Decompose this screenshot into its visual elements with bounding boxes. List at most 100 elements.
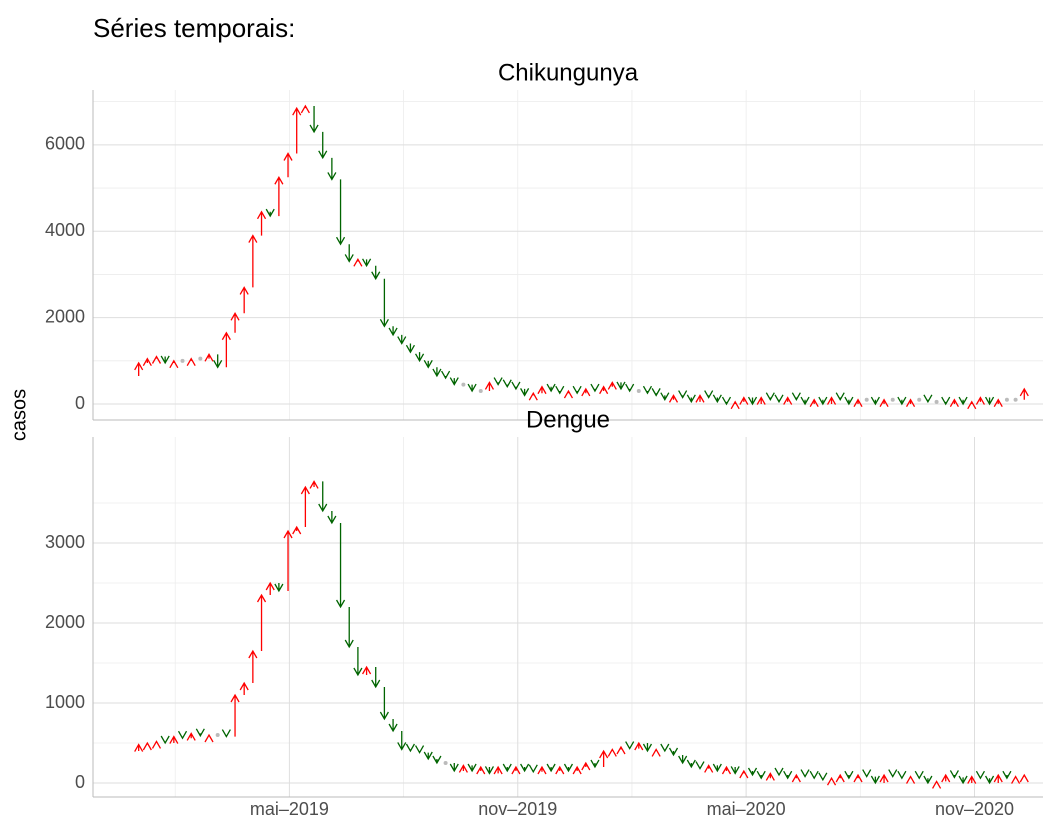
up-arrow <box>993 773 1003 783</box>
down-arrow <box>791 392 801 402</box>
x-tick-label: nov–2019 <box>478 799 557 819</box>
down-arrow <box>686 394 696 404</box>
down-arrow <box>616 381 626 391</box>
down-arrow <box>668 747 679 757</box>
up-arrow <box>204 353 214 362</box>
up-arrow <box>186 357 196 366</box>
down-arrow <box>309 105 319 134</box>
x-tick-label: mai–2020 <box>707 799 786 819</box>
up-arrow <box>783 396 793 405</box>
up-arrow <box>905 398 916 408</box>
y-tick-label: 2000 <box>45 612 85 632</box>
down-arrow <box>897 770 907 780</box>
up-arrow <box>230 312 240 333</box>
down-arrow <box>318 131 328 160</box>
down-arrow <box>625 741 635 750</box>
down-arrow <box>712 394 722 404</box>
down-arrow <box>397 731 407 751</box>
down-arrow <box>493 377 503 386</box>
up-arrow <box>905 775 916 784</box>
down-arrow <box>362 258 372 268</box>
up-arrow <box>169 735 179 744</box>
up-arrow <box>248 234 258 288</box>
up-arrow <box>739 396 749 405</box>
flat-point <box>443 761 448 765</box>
down-arrow <box>678 755 688 765</box>
flat-point <box>934 399 939 404</box>
up-arrow <box>853 398 863 408</box>
up-arrow <box>239 286 249 314</box>
down-arrow <box>800 769 810 778</box>
down-arrow <box>756 770 766 780</box>
down-arrow <box>572 385 582 395</box>
up-arrow <box>283 529 293 591</box>
up-arrow <box>476 765 486 775</box>
down-arrow <box>958 396 968 406</box>
up-arrow <box>809 398 819 408</box>
x-tick-label: nov–2020 <box>935 799 1014 819</box>
down-arrow <box>160 355 170 365</box>
up-arrow <box>879 773 889 783</box>
up-arrow <box>651 748 661 757</box>
up-arrow <box>300 485 310 527</box>
down-arrow <box>432 755 442 765</box>
down-arrow <box>984 396 995 406</box>
up-arrow <box>967 400 977 410</box>
up-arrow <box>572 765 582 775</box>
down-arrow <box>949 770 959 779</box>
up-arrow <box>634 741 644 751</box>
up-arrow <box>967 775 977 784</box>
down-arrow <box>546 383 556 393</box>
down-arrow <box>818 396 828 406</box>
down-arrow <box>353 647 363 677</box>
up-arrow <box>134 361 144 376</box>
down-arrow <box>160 735 170 745</box>
x-tick-label: mai–2019 <box>250 799 329 819</box>
up-arrow <box>932 780 942 789</box>
down-arrow <box>449 763 459 773</box>
up-arrow <box>134 743 144 752</box>
up-arrow <box>292 525 302 535</box>
flat-point <box>180 358 185 363</box>
up-arrow <box>292 106 302 154</box>
down-arrow <box>520 388 530 397</box>
down-arrow <box>388 326 398 337</box>
down-arrow <box>870 775 880 785</box>
down-arrow <box>870 396 880 406</box>
up-arrow <box>151 740 162 749</box>
down-arrow <box>388 719 398 733</box>
down-arrow <box>379 687 389 721</box>
down-arrow <box>941 396 951 406</box>
down-arrow <box>958 775 968 785</box>
down-arrow <box>774 394 784 404</box>
down-arrow <box>318 481 328 513</box>
down-arrow <box>502 379 512 389</box>
down-arrow <box>467 763 477 773</box>
up-arrow <box>256 593 267 651</box>
up-arrow <box>853 773 863 783</box>
up-arrow <box>204 733 214 743</box>
up-arrow <box>511 765 521 775</box>
down-arrow <box>423 751 433 761</box>
up-arrow <box>484 381 495 392</box>
down-arrow <box>221 729 231 738</box>
down-arrow <box>975 770 985 780</box>
up-arrow <box>493 765 503 775</box>
down-arrow <box>774 767 784 777</box>
up-arrow <box>599 749 609 767</box>
up-arrow <box>949 398 959 408</box>
down-arrow <box>695 761 705 770</box>
flat-point <box>478 389 483 394</box>
down-arrow <box>441 370 451 380</box>
up-arrow <box>975 396 985 405</box>
up-arrow <box>300 104 310 114</box>
up-arrow <box>151 355 162 364</box>
down-arrow <box>423 359 433 369</box>
y-axis-label: casos <box>8 389 30 441</box>
up-arrow <box>879 398 889 408</box>
up-arrow <box>993 398 1003 408</box>
down-arrow <box>783 770 793 780</box>
up-arrow <box>221 331 231 368</box>
y-tick-label: 2000 <box>45 306 85 326</box>
